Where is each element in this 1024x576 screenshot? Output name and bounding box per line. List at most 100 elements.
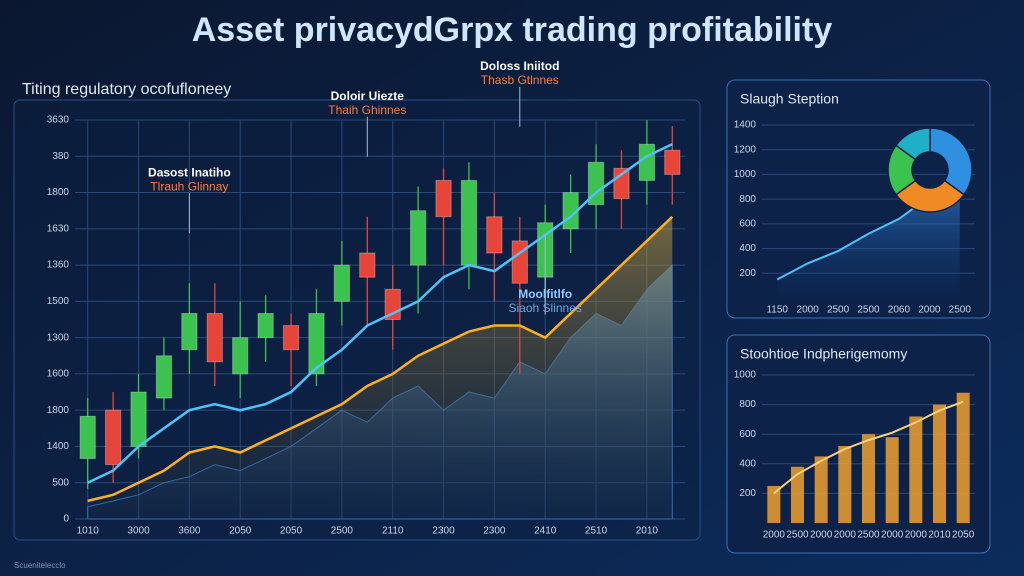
x-tick-label: 3000 [127,526,150,537]
bar [909,416,923,523]
candle-body [232,337,249,375]
y-tick-label: 1360 [47,260,70,271]
panel-title: Stoohtioe Indpherigemomy [740,346,907,362]
line [773,400,964,495]
area [87,216,673,519]
annotation-subtitle: Thaih Ghinnes [328,103,406,117]
candle-body [511,240,528,284]
footer: Scuenitelecclo [14,561,66,570]
pie-slice [894,179,966,213]
candle-body [130,391,147,447]
x-tick-label: 2010 [928,530,951,541]
candle-body [333,264,350,302]
bar [932,404,947,523]
x-tick-label: 2510 [585,526,608,537]
x-tick-label: 2000 [834,530,857,541]
x-tick-label: 2500 [331,526,354,537]
candle-body [308,312,325,375]
annotation-subtitle: Thasb Gtlnnes [481,73,559,87]
bar [790,466,805,523]
x-tick-label: 2050 [280,526,303,537]
candle-body [410,210,427,266]
y-tick-label: 400 [739,458,756,469]
x-tick-label: 2500 [786,530,809,541]
y-tick-label: 800 [739,194,756,205]
x-tick-label: 2000 [918,305,941,316]
candle-body [105,409,122,466]
candle-body [359,252,376,278]
x-tick-label: 2000 [763,530,786,541]
bar [956,392,970,523]
candle-body [486,216,503,254]
y-tick-label: 200 [739,488,756,499]
panel-title: Slaugh Steption [740,91,839,107]
x-tick-label: 2300 [483,526,506,537]
x-tick-label: 2050 [229,526,252,537]
y-tick-label: 1630 [47,223,70,234]
y-tick-label: 400 [739,243,756,254]
x-tick-label: 2050 [952,530,975,541]
candle-body [587,161,605,206]
x-tick-label: 2000 [797,305,820,316]
candle-body [181,312,198,351]
y-tick-label: 600 [739,429,756,440]
x-tick-label: 2000 [905,530,928,541]
y-tick-label: 800 [739,399,756,410]
y-tick-label: 500 [52,477,69,488]
candle-body [206,312,223,363]
x-tick-label: 1010 [77,526,100,537]
candle-body [282,325,300,351]
annotation-title: Doloss Iniitod [480,59,559,73]
candle-body [460,179,478,266]
candle-body [638,143,655,181]
annotation-title: Dasost Inatiho [148,165,231,179]
y-tick-label: 1400 [734,120,757,131]
y-tick-label: 1000 [734,370,757,381]
x-tick-label: 2000 [810,530,833,541]
y-tick-label: 380 [52,151,69,162]
x-tick-label: 1150 [766,305,788,316]
bar [767,486,781,523]
annotation-subtitle: Tlrauh Glinnay [150,179,228,193]
bar [885,437,899,523]
bar [861,434,876,523]
candle-body [155,355,173,399]
area [777,174,960,298]
annotation-subtitle: Siaoh Slinnes [509,301,582,315]
pie-slice [894,127,931,161]
y-tick-label: 1500 [47,296,70,307]
y-tick-label: 0 [63,514,69,525]
annotation-title: Moolfitlfo [518,287,572,301]
x-tick-label: 2300 [432,526,455,537]
x-tick-label: 3600 [178,526,201,537]
x-tick-label: 2410 [534,526,557,537]
x-tick-label: 2500 [857,305,880,316]
x-tick-label: 2500 [857,530,880,541]
x-tick-label: 2500 [827,305,850,316]
y-tick-label: 1800 [47,187,70,198]
x-tick-label: 2000 [881,530,904,541]
candle-body [664,149,681,175]
x-tick-label: 2110 [382,526,404,537]
trend-line [87,143,673,484]
bar [838,446,852,523]
x-tick-label: 2010 [636,526,659,537]
y-tick-label: 3630 [47,115,70,126]
main-subtitle: Titing regulatory ocofufloneey [22,81,231,98]
pie-slice [929,127,973,196]
trend-line [87,215,674,503]
page-title: Asset privacydGrpx trading profitability [192,11,833,49]
y-tick-label: 1800 [47,405,70,416]
candle-body [257,312,274,339]
y-tick-label: 1600 [47,369,70,380]
y-tick-label: 1400 [47,441,70,452]
x-tick-label: 2500 [949,305,972,316]
candle-body [79,415,96,460]
y-tick-label: 1000 [734,169,757,180]
y-tick-label: 200 [739,268,756,279]
x-tick-label: 2060 [888,305,911,316]
annotation-title: Doloir Uiezte [331,89,405,103]
y-tick-label: 1200 [734,144,757,155]
bar [814,456,828,523]
